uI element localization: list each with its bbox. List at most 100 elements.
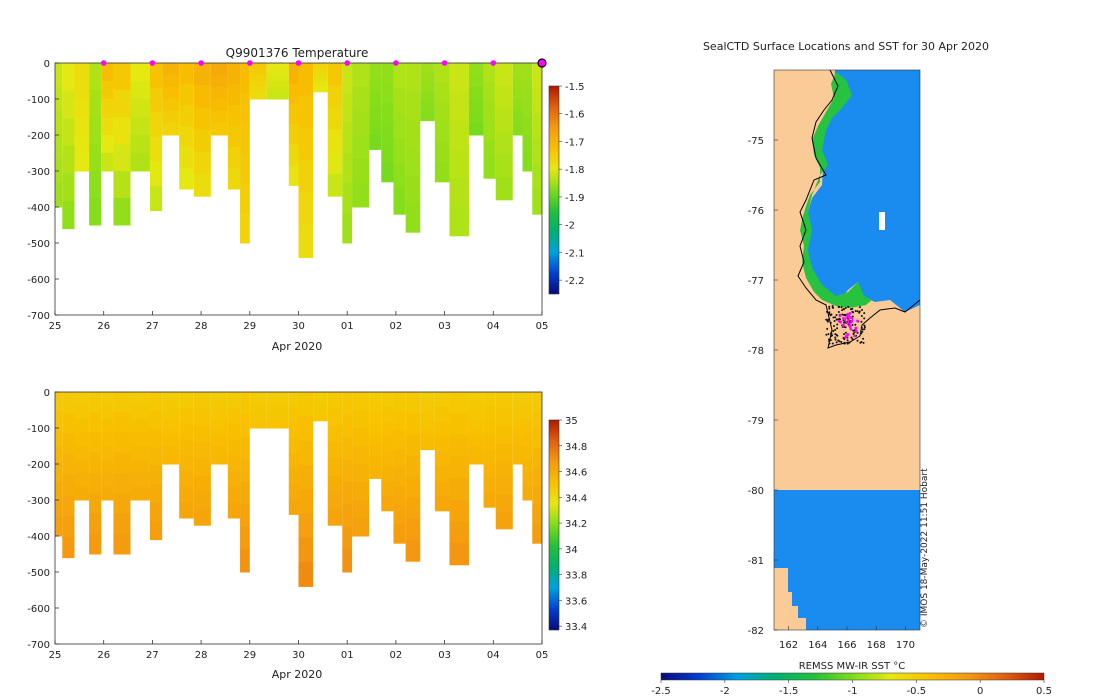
temperature-cell xyxy=(381,102,394,123)
salinity-cell xyxy=(62,454,75,476)
salinity-cell xyxy=(483,449,496,465)
salinity-cell xyxy=(512,446,523,456)
ctd-location xyxy=(851,323,854,326)
temperature-cell xyxy=(74,117,90,136)
salinity-cell xyxy=(113,452,131,474)
temperature-cell xyxy=(227,147,241,169)
temperature-cell xyxy=(449,207,469,237)
salinity-cell xyxy=(420,406,435,415)
salinity-cell xyxy=(288,407,299,424)
salinity-cell xyxy=(522,446,533,460)
salinity-cell xyxy=(405,434,421,456)
temperature-cell xyxy=(89,63,102,91)
salinity-cell xyxy=(522,405,533,420)
map-title: SealCTD Surface Locations and SST for 30… xyxy=(703,40,989,53)
ctd-location-recent xyxy=(847,313,851,316)
colorbar-tick-label: 34.6 xyxy=(565,468,587,479)
temperature-cell xyxy=(327,129,343,153)
salinity-cell xyxy=(381,421,394,438)
temperature-cell xyxy=(193,129,211,153)
salinity-cell xyxy=(240,504,250,528)
temperature-cell xyxy=(210,99,228,112)
sst-colorbar-ticks: -2.5 -2 -1.5 -1 -0.5 0 0.5 xyxy=(651,680,1052,697)
ctd-location xyxy=(833,325,836,328)
temperature-cell xyxy=(352,87,370,112)
temperature-cell xyxy=(62,90,75,119)
temperature-cell xyxy=(313,63,328,69)
temperature-cell xyxy=(298,127,314,161)
temperature-cell xyxy=(288,144,299,166)
salinity-cell xyxy=(495,494,513,513)
temperature-cell xyxy=(55,135,63,160)
ctd-location xyxy=(861,330,864,333)
profile-marker xyxy=(198,60,204,66)
salinity-cell xyxy=(74,486,90,501)
salinity-cell xyxy=(420,420,435,429)
temperature-cell xyxy=(342,213,353,244)
salinity-cell xyxy=(162,455,180,465)
ctd-location xyxy=(852,333,855,336)
ctd-location xyxy=(846,342,849,345)
salinity-cell xyxy=(266,396,289,402)
ctd-location xyxy=(844,331,847,334)
ctd-location-recent xyxy=(853,334,856,338)
temperature-cell xyxy=(483,120,496,141)
ctd-location xyxy=(863,312,866,315)
temperature-x-ticks: 25 26 27 28 29 30 01 02 03 04 05 xyxy=(49,311,548,332)
temperature-cell xyxy=(298,95,314,129)
temperature-cell xyxy=(149,112,163,138)
salinity-cell xyxy=(393,392,406,412)
profile-marker xyxy=(441,60,448,66)
salinity-cell xyxy=(162,392,180,402)
salinity-cell xyxy=(62,433,75,455)
salinity-cell xyxy=(62,412,75,434)
salinity-cell xyxy=(193,408,211,426)
temperature-cell xyxy=(327,151,343,175)
salinity-cell xyxy=(62,474,75,496)
salinity-cell xyxy=(381,495,394,512)
temperature-cell xyxy=(162,63,180,76)
temperature-cell xyxy=(327,107,343,131)
temperature-cell xyxy=(130,63,150,82)
temperature-cell xyxy=(420,63,435,74)
salinity-cell xyxy=(227,439,241,456)
ctd-location xyxy=(838,317,841,320)
salinity-cell xyxy=(342,414,353,438)
salinity-cell xyxy=(327,408,343,426)
salinity-cell xyxy=(449,413,469,436)
temperature-cell xyxy=(495,154,513,178)
salinity-cell xyxy=(298,489,314,514)
ctd-location xyxy=(834,336,837,339)
salinity-cell xyxy=(227,502,241,519)
salinity-cell xyxy=(327,458,343,476)
temperature-cell xyxy=(162,75,180,88)
temperature-cell xyxy=(393,113,406,140)
temperature-cell xyxy=(468,87,484,100)
salinity-cell xyxy=(434,451,450,467)
temperature-cell xyxy=(74,81,90,100)
ctd-location xyxy=(862,341,865,344)
ctd-location-recent xyxy=(848,324,852,328)
temperature-cell xyxy=(495,63,513,87)
salinity-cell xyxy=(483,392,496,407)
salinity-cell xyxy=(62,392,75,414)
salinity-cell xyxy=(55,410,63,429)
ctd-location xyxy=(834,338,837,341)
ctd-location xyxy=(828,307,831,310)
salinity-cell xyxy=(101,486,114,501)
temperature-cell xyxy=(288,103,299,125)
salinity-cell xyxy=(149,502,163,522)
salinity-cell xyxy=(89,533,102,555)
temperature-cell xyxy=(483,82,496,102)
salinity-cell xyxy=(405,476,421,499)
sst-colorbar-tick-label: -1.5 xyxy=(779,686,799,697)
salinity-cell xyxy=(179,455,194,472)
lon-tick-label: 164 xyxy=(808,640,827,651)
salinity-cell xyxy=(495,392,513,410)
temperature-cell xyxy=(55,183,63,208)
temperature-cell xyxy=(434,142,450,163)
salinity-cell xyxy=(420,442,435,451)
colorbar-tick-label: 33.4 xyxy=(565,622,587,633)
sst-colorbar xyxy=(660,672,1045,681)
